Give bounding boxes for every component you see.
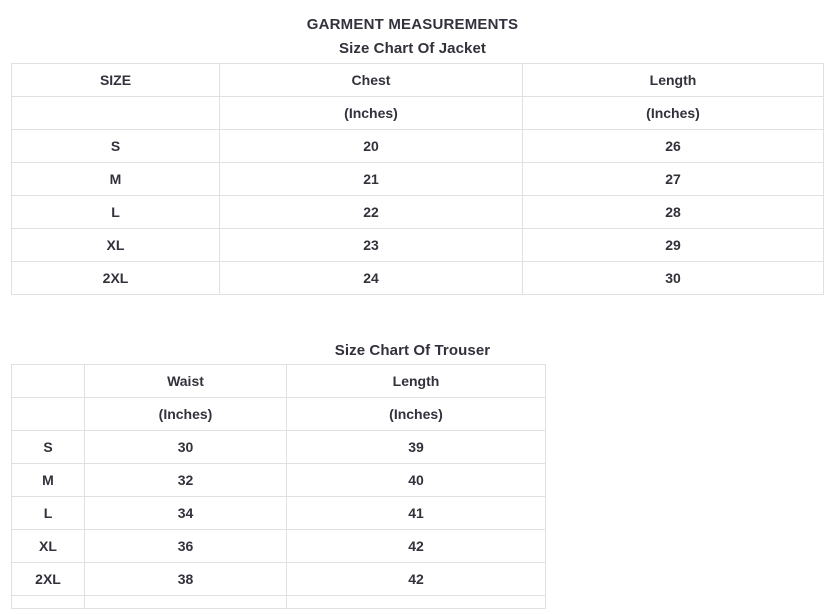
jacket-size-table: SIZE Chest Length (Inches) (Inches) S 20…	[11, 63, 824, 295]
size-cell	[11, 595, 85, 609]
waist-cell: 38	[84, 562, 287, 596]
table-row: XL 36 42	[11, 529, 546, 563]
trouser-header-waist: Waist	[84, 364, 287, 398]
chest-cell: 23	[219, 228, 523, 262]
length-cell: 29	[522, 228, 824, 262]
waist-cell: 30	[84, 430, 287, 464]
size-cell: 2XL	[11, 562, 85, 596]
waist-cell: 36	[84, 529, 287, 563]
trouser-header-row: Waist Length	[11, 364, 546, 398]
size-cell: S	[11, 430, 85, 464]
units-cell-length: (Inches)	[522, 96, 824, 130]
size-cell: XL	[11, 228, 220, 262]
length-cell: 39	[286, 430, 546, 464]
table-row: L 34 41	[11, 496, 546, 530]
table-row: S 20 26	[11, 129, 824, 163]
size-cell: S	[11, 129, 220, 163]
size-cell: XL	[11, 529, 85, 563]
table-row: M 21 27	[11, 162, 824, 196]
waist-cell	[84, 595, 287, 609]
trouser-units-row: (Inches) (Inches)	[11, 397, 546, 431]
waist-cell: 34	[84, 496, 287, 530]
size-cell: L	[11, 195, 220, 229]
trouser-size-table: Waist Length (Inches) (Inches) S 30 39 M…	[11, 364, 546, 609]
length-cell: 42	[286, 562, 546, 596]
size-cell: L	[11, 496, 85, 530]
length-cell	[286, 595, 546, 609]
table-row: XL 23 29	[11, 228, 824, 262]
chest-cell: 22	[219, 195, 523, 229]
trouser-chart-title: Size Chart Of Trouser	[334, 342, 491, 359]
units-cell-chest: (Inches)	[219, 96, 523, 130]
units-cell-empty	[11, 397, 85, 431]
jacket-chart-title: Size Chart Of Jacket	[338, 40, 487, 57]
length-cell: 26	[522, 129, 824, 163]
length-cell: 40	[286, 463, 546, 497]
chest-cell: 20	[219, 129, 523, 163]
units-cell-waist: (Inches)	[84, 397, 287, 431]
length-cell: 27	[522, 162, 824, 196]
jacket-header-length: Length	[522, 63, 824, 97]
size-cell: M	[11, 463, 85, 497]
waist-cell: 32	[84, 463, 287, 497]
trouser-header-empty	[11, 364, 85, 398]
length-cell: 41	[286, 496, 546, 530]
jacket-header-chest: Chest	[219, 63, 523, 97]
table-row: M 32 40	[11, 463, 546, 497]
page-title: GARMENT MEASUREMENTS	[306, 16, 519, 33]
units-cell-length: (Inches)	[286, 397, 546, 431]
table-row-partial	[11, 595, 546, 609]
jacket-header-row: SIZE Chest Length	[11, 63, 824, 97]
chest-cell: 24	[219, 261, 523, 295]
length-cell: 42	[286, 529, 546, 563]
size-cell: M	[11, 162, 220, 196]
trouser-header-length: Length	[286, 364, 546, 398]
table-row: 2XL 38 42	[11, 562, 546, 596]
chest-cell: 21	[219, 162, 523, 196]
units-cell-empty	[11, 96, 220, 130]
jacket-header-size: SIZE	[11, 63, 220, 97]
table-row: L 22 28	[11, 195, 824, 229]
size-cell: 2XL	[11, 261, 220, 295]
table-row: 2XL 24 30	[11, 261, 824, 295]
table-row: S 30 39	[11, 430, 546, 464]
length-cell: 28	[522, 195, 824, 229]
length-cell: 30	[522, 261, 824, 295]
jacket-units-row: (Inches) (Inches)	[11, 96, 824, 130]
